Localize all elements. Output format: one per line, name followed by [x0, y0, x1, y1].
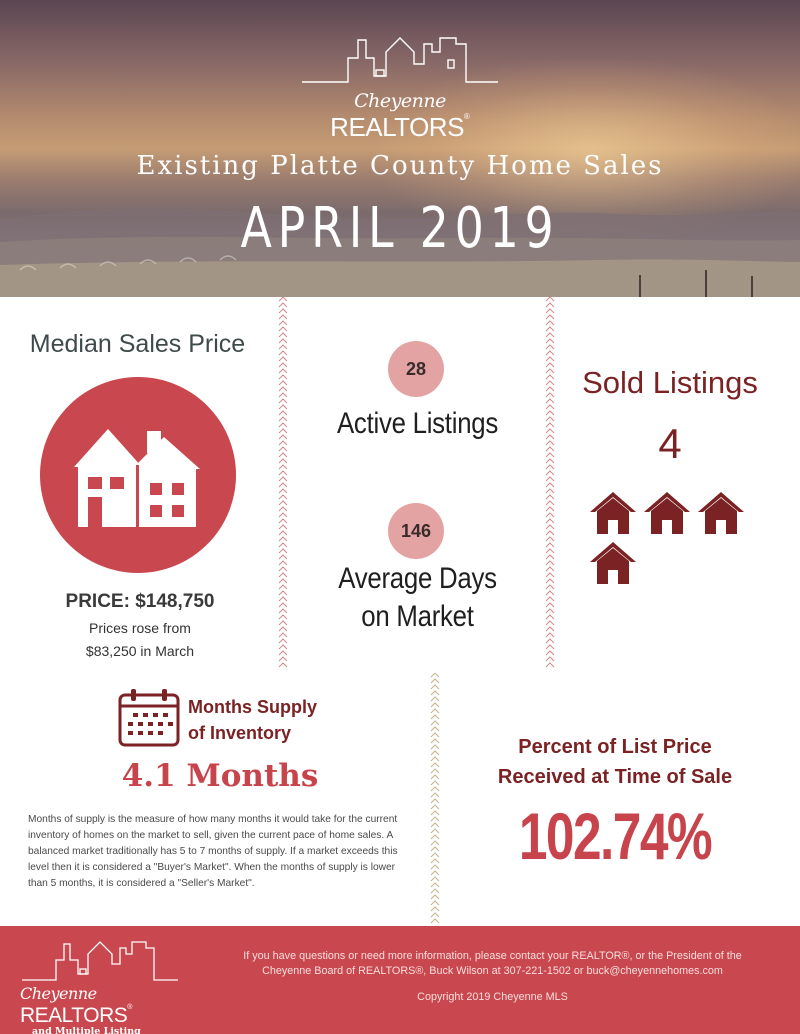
pct-heading-line2: Received at Time of Sale: [497, 766, 733, 788]
small-house-icon: [590, 492, 636, 534]
footer: Cheyenne REALTORS® and Multiple Listing …: [0, 926, 800, 1034]
logo-wordmark: Cheyenne REALTORS®: [300, 90, 500, 143]
months-supply-value: 4.1 Months: [121, 758, 319, 794]
realtors-logo: Cheyenne REALTORS®: [300, 30, 500, 142]
registered-mark: ®: [463, 112, 470, 121]
median-sales-price-heading: Median Sales Price: [29, 330, 246, 358]
footer-skyline-logo-icon: [22, 941, 178, 981]
page-subtitle: Existing Platte County Home Sales: [136, 151, 664, 181]
calendar-icon: [118, 689, 180, 747]
footer-logo-cheyenne: Cheyenne: [20, 984, 97, 1003]
house-icon: [40, 377, 236, 573]
footer-logo: Cheyenne REALTORS® and Multiple Listing …: [20, 936, 180, 1034]
months-heading-line1: Months Supply: [188, 697, 317, 717]
sold-listings-heading: Sold Listings: [582, 365, 758, 400]
sold-listings-value: 4: [658, 420, 682, 467]
footer-contact-line1: If you have questions or need more infor…: [243, 950, 742, 962]
median-price-note: Prices rose from $83,250 in March: [20, 617, 260, 663]
months-supply-description: Months of supply is the measure of how m…: [28, 814, 398, 889]
skyline-logo-icon: [302, 37, 498, 83]
column-divider-left: [278, 297, 288, 668]
days-label-line1: Average Days: [338, 562, 497, 595]
small-house-icon: [644, 492, 690, 534]
days-on-market-label: Average Days on Market: [308, 560, 527, 636]
small-house-icon: [698, 492, 744, 534]
percent-list-price-heading: Percent of List Price Received at Time o…: [455, 732, 775, 792]
pct-heading-line1: Percent of List Price: [518, 736, 712, 758]
footer-contact-text: If you have questions or need more infor…: [215, 949, 770, 979]
logo-realtors: REALTORS: [330, 112, 464, 142]
percent-list-price-value: 102.74%: [518, 799, 713, 873]
median-price-value: PRICE: $148,750: [65, 591, 215, 612]
days-on-market-badge: 146: [388, 503, 444, 559]
sky-glow: [380, 60, 800, 240]
days-label-line2: on Market: [361, 600, 474, 633]
footer-registered-mark: ®: [127, 1004, 133, 1011]
active-listings-label: Active Listings: [336, 407, 499, 440]
row-divider-center: [430, 673, 440, 924]
footer-logo-realtors: REALTORS: [20, 1004, 128, 1027]
price-note-line2: $83,250 in March: [85, 643, 195, 659]
logo-cheyenne: Cheyenne: [354, 90, 446, 112]
sold-houses-group: [588, 490, 750, 590]
footer-logo-wordmark: Cheyenne REALTORS® and Multiple Listing …: [20, 984, 180, 1034]
footer-logo-mls: and Multiple Listing Service: [32, 1026, 141, 1034]
header-banner: Cheyenne REALTORS® Existing Platte Count…: [0, 0, 800, 297]
landscape-image: [0, 208, 800, 297]
small-house-icon: [590, 542, 636, 584]
footer-contact-line2: Cheyenne Board of REALTORS®, Buck Wilson…: [262, 965, 723, 977]
active-listings-badge: 28: [388, 341, 444, 397]
page-title: APRIL 2019: [240, 196, 560, 261]
months-supply-heading: Months Supply of Inventory: [188, 694, 348, 746]
column-divider-right: [545, 297, 555, 668]
price-note-line1: Prices rose from: [89, 620, 191, 636]
footer-copyright: Copyright 2019 Cheyenne MLS: [417, 991, 568, 1003]
months-heading-line2: of Inventory: [188, 723, 292, 743]
